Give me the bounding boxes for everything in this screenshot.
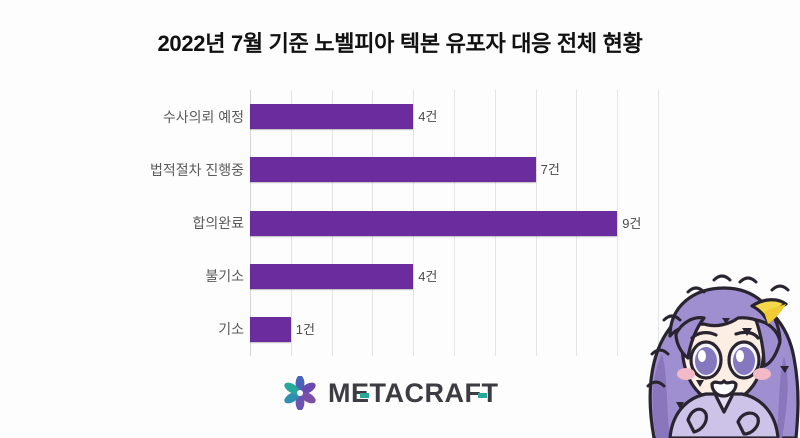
chart-title: 2022년 7월 기준 노벨피아 텍본 유포자 대응 전체 현황 [157, 31, 643, 56]
category-label: 기소 [218, 321, 244, 338]
category-label: 수사의뢰 예정 [162, 108, 244, 125]
bar [250, 104, 414, 130]
bar-value-label: 1건 [295, 321, 315, 337]
plot-area: 4건 7건 9건 4건 1건 [250, 90, 659, 356]
metacraft-flower-mark [284, 376, 316, 410]
bar [250, 157, 536, 183]
bar [250, 210, 618, 236]
bar-value-label: 9건 [622, 215, 642, 231]
category-label: 법적절차 진행중 [149, 161, 244, 178]
bar [250, 263, 414, 289]
bar-value-label: 4건 [418, 268, 438, 284]
bar-value-label: 4건 [418, 109, 438, 125]
category-label: 합의완료 [192, 215, 244, 231]
gridline [658, 90, 659, 356]
logo-accent-e [360, 392, 369, 398]
metacraft-wordmark-text: METACRAFT [328, 377, 499, 408]
logo-accent-f [478, 392, 487, 398]
metacraft-wordmark: METACRAFT [328, 377, 499, 408]
gridline [617, 90, 619, 356]
category-label: 불기소 [205, 268, 244, 285]
bar [250, 316, 291, 342]
bar-value-label: 7건 [540, 162, 560, 178]
metacraft-logo: METACRAFT [283, 376, 498, 410]
